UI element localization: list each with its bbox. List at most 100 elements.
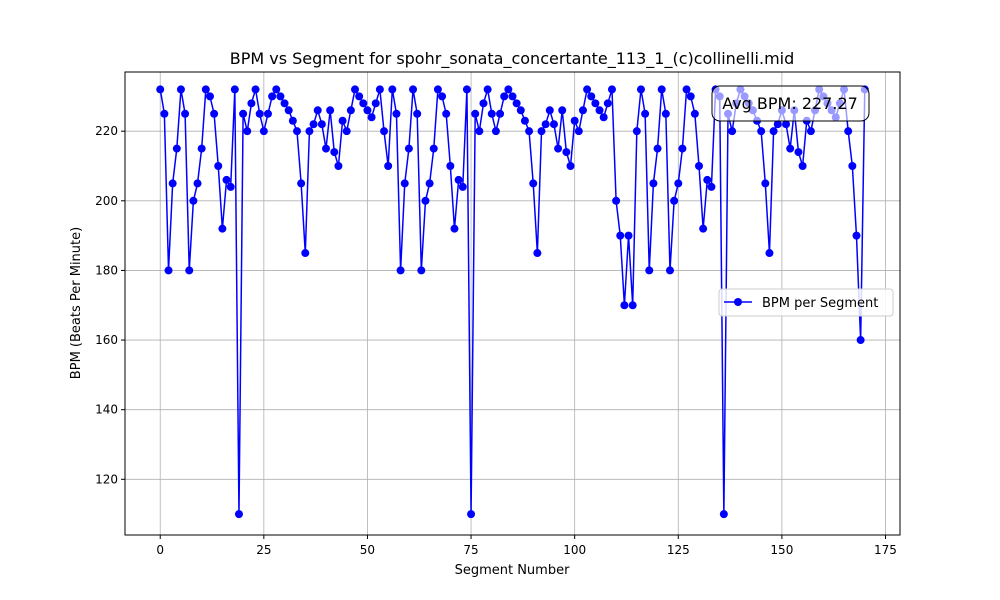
data-point (413, 109, 422, 118)
data-point (699, 224, 708, 233)
data-point (355, 92, 364, 101)
data-point (570, 116, 579, 125)
data-point (205, 92, 214, 101)
data-point (226, 182, 235, 191)
data-point (491, 127, 500, 136)
data-point (616, 231, 625, 240)
data-point (607, 85, 616, 94)
data-point (276, 92, 285, 101)
data-point (239, 109, 248, 118)
data-point (686, 92, 695, 101)
data-point (595, 106, 604, 115)
data-point (798, 161, 807, 170)
data-point (255, 109, 264, 118)
data-point (856, 336, 865, 345)
data-point (583, 85, 592, 94)
data-point (268, 92, 277, 101)
plot-area: 0 25 50 75 100 125 150 175 120 140 160 180 200 220 Avg… (95, 71, 901, 557)
data-point (425, 179, 434, 188)
data-point (234, 510, 243, 519)
data-point (214, 161, 223, 170)
x-tick-label: 100 (563, 543, 586, 557)
data-point (313, 106, 322, 115)
data-point (305, 127, 314, 136)
data-point (541, 120, 550, 129)
y-tick-label: 220 (95, 124, 118, 138)
data-point (670, 196, 679, 205)
data-point (334, 161, 343, 170)
data-point (483, 85, 492, 94)
data-point (280, 99, 289, 108)
data-point (301, 249, 310, 258)
data-point (661, 109, 670, 118)
data-point (438, 92, 447, 101)
data-point (545, 106, 554, 115)
data-point (769, 127, 778, 136)
data-point (417, 266, 426, 275)
data-point (844, 127, 853, 136)
data-point (346, 106, 355, 115)
legend-marker (734, 298, 742, 306)
data-point (782, 120, 791, 129)
data-point (371, 99, 380, 108)
data-point (367, 113, 376, 122)
y-axis-label: BPM (Beats Per Minute) (69, 227, 84, 379)
data-point (168, 179, 177, 188)
data-point (500, 92, 509, 101)
data-point (761, 179, 770, 188)
data-point (786, 144, 795, 153)
data-point (326, 106, 335, 115)
data-point (653, 144, 662, 153)
data-point (189, 196, 198, 205)
data-point (533, 249, 542, 258)
data-point (160, 109, 169, 118)
data-point (554, 144, 563, 153)
data-point (632, 127, 641, 136)
data-point (665, 266, 674, 275)
data-point (197, 144, 206, 153)
x-tick-label: 0 (156, 543, 164, 557)
data-point (694, 161, 703, 170)
legend-label: BPM per Segment (762, 296, 878, 311)
data-point (442, 109, 451, 118)
data-point (375, 85, 384, 94)
data-point (272, 85, 281, 94)
data-point (292, 127, 301, 136)
data-point (230, 85, 239, 94)
data-point (636, 85, 645, 94)
x-tick-label: 125 (667, 543, 690, 557)
data-point (247, 99, 256, 108)
data-point (806, 127, 815, 136)
data-point (599, 113, 608, 122)
data-point (409, 85, 418, 94)
data-point (404, 144, 413, 153)
legend-box (718, 288, 894, 317)
data-point (363, 106, 372, 115)
data-point (384, 161, 393, 170)
data-point (471, 109, 480, 118)
x-tick-label: 150 (770, 543, 793, 557)
data-point (562, 148, 571, 157)
data-point (446, 161, 455, 170)
annotation-box (711, 85, 870, 122)
data-point (475, 127, 484, 136)
data-point (388, 85, 397, 94)
data-point (450, 224, 459, 233)
data-point (765, 249, 774, 258)
data-point (574, 127, 583, 136)
x-tick-label: 50 (360, 543, 375, 557)
data-point (566, 161, 575, 170)
data-point (794, 148, 803, 157)
data-point (392, 109, 401, 118)
data-point (330, 148, 339, 157)
data-point (433, 85, 442, 94)
data-point (645, 266, 654, 275)
annotation-text: Avg BPM: 227.27 (722, 94, 858, 113)
data-point (288, 116, 297, 125)
data-point (525, 127, 534, 136)
x-axis-label: Segment Number (455, 563, 571, 578)
data-point (603, 99, 612, 108)
data-point (641, 109, 650, 118)
data-point (263, 109, 272, 118)
